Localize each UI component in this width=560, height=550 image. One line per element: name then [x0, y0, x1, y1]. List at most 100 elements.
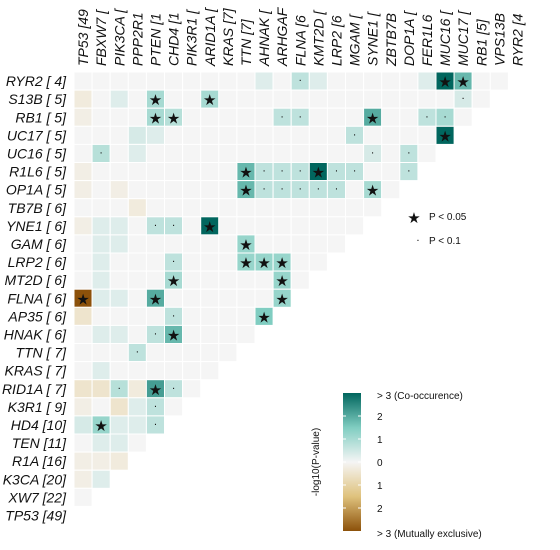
significance-dot: ·: [335, 167, 338, 178]
significance-dot: ·: [462, 94, 465, 105]
significance-star: ★: [239, 164, 252, 182]
heatmap-cell: [91, 252, 111, 272]
heatmap-cell: [182, 306, 202, 326]
colorbar-title: -log10(P-value): [311, 428, 322, 496]
heatmap-cell: [182, 107, 202, 127]
row-label: RB1 [ 5]: [15, 109, 67, 125]
column-label: ARID1A [: [202, 6, 218, 67]
heatmap-cell: [109, 270, 129, 290]
heatmap-cell: [91, 270, 111, 290]
significance-dot: ·: [154, 402, 157, 413]
significance-dot: ·: [281, 112, 284, 123]
column-label: TTN [7]: [238, 18, 254, 66]
heatmap-cell: [109, 216, 129, 236]
heatmap-cell: [73, 415, 93, 435]
significance-star: ★: [239, 182, 252, 200]
heatmap-cell: [73, 89, 93, 109]
colorbar: 2 1 0 1 2 > 3 (Co-occurence) > 3 (Mutually e…: [311, 391, 482, 540]
heatmap-cell: [363, 198, 383, 218]
row-label: TTN [ 7]: [15, 345, 67, 361]
heatmap-cell: [127, 415, 147, 435]
heatmap-cell: [308, 89, 328, 109]
column-label: MGAM [: [347, 13, 363, 66]
column-label: ARHGAF: [274, 6, 290, 67]
heatmap-cell: [218, 143, 238, 163]
heatmap-cell: [308, 252, 328, 272]
heatmap-cell: [91, 451, 111, 471]
colorbar-tick-label: 1: [377, 481, 383, 492]
heatmap-cell: [326, 71, 346, 91]
significance-dot: ·: [299, 112, 302, 123]
row-label: MT2D [ 6]: [5, 272, 68, 288]
column-label: VPS13B: [491, 13, 507, 66]
heatmap-cell: [182, 180, 202, 200]
heatmap-cell: [236, 306, 256, 326]
heatmap-cell: [236, 288, 256, 308]
significance-dot: ·: [443, 112, 446, 123]
heatmap-cell: [218, 180, 238, 200]
row-label: GAM [ 6]: [11, 236, 67, 252]
row-label: HD4 [10]: [11, 417, 67, 433]
heatmap-cell: [127, 107, 147, 127]
heatmap-cell: [91, 343, 111, 363]
row-label: R1L6 [ 5]: [9, 164, 67, 180]
heatmap-cell: [417, 71, 437, 91]
heatmap-cell: [218, 252, 238, 272]
heatmap-cell: [109, 234, 129, 254]
heatmap-cell: [109, 180, 129, 200]
heatmap-cell: [254, 107, 274, 127]
significance-dot: ·: [281, 185, 284, 196]
heatmap-cell: [200, 125, 220, 145]
heatmap-cell: [218, 270, 238, 290]
significance-star: ★: [275, 290, 288, 308]
heatmap-cell: [109, 288, 129, 308]
heatmap-cell: [272, 125, 292, 145]
row-label: RID1A [ 7]: [2, 381, 67, 397]
heatmap-cell: [254, 143, 274, 163]
heatmap-cell: [109, 451, 129, 471]
heatmap-cell: [236, 71, 256, 91]
heatmap-cell: [435, 89, 455, 109]
column-label: FBXW7 [: [93, 8, 109, 66]
heatmap-cell: [272, 288, 292, 308]
row-label: AP35 [ 6]: [7, 308, 67, 324]
heatmap-cell: [91, 71, 111, 91]
heatmap-cell: [254, 288, 274, 308]
significance-dot: ·: [262, 167, 265, 178]
significance-star: ★: [203, 91, 216, 109]
row-label: UC17 [ 5]: [7, 127, 67, 143]
significance-dot: ·: [371, 148, 374, 159]
heatmap-cell: [91, 89, 111, 109]
column-label: PIK3R1 [: [184, 8, 200, 66]
heatmap-cell: [73, 379, 93, 399]
heatmap-cell: [254, 89, 274, 109]
significance-star: ★: [149, 109, 162, 127]
heatmap-cell: [200, 234, 220, 254]
heatmap-cell: [91, 379, 111, 399]
heatmap-cell: [164, 71, 184, 91]
heatmap-cell: [164, 361, 184, 381]
heatmap-cell: [272, 71, 292, 91]
heatmap-cell: [164, 198, 184, 218]
heatmap-cell: [127, 198, 147, 218]
heatmap-cell: [73, 216, 93, 236]
heatmap-cell: [127, 162, 147, 182]
heatmap-cell: [145, 162, 165, 182]
heatmap-cell: [345, 198, 365, 218]
heatmap-cell: [127, 306, 147, 326]
heatmap-cell: [200, 198, 220, 218]
heatmap-cell: [182, 89, 202, 109]
column-label: MUC17 [: [455, 9, 471, 66]
significance-dot: ·: [299, 185, 302, 196]
significance-star: ★: [239, 236, 252, 254]
column-label: KMT2D [: [310, 9, 326, 66]
column-label: AHNAK [: [256, 8, 272, 67]
heatmap-cell: [254, 198, 274, 218]
heatmap-cell: [164, 143, 184, 163]
heatmap-cell: [290, 125, 310, 145]
heatmap-cell: [164, 180, 184, 200]
significance-dot: ·: [335, 185, 338, 196]
heatmap-cell: [109, 306, 129, 326]
row-label: K3CA [20]: [3, 471, 67, 487]
